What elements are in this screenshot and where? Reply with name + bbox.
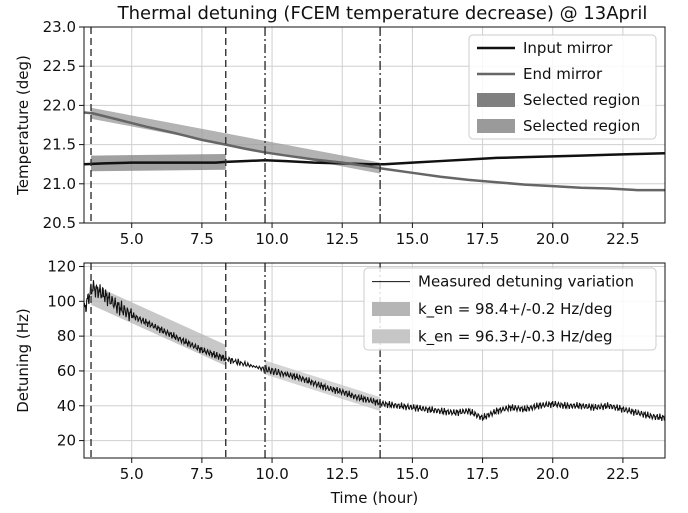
y-tick-label: 20.5 xyxy=(43,214,76,232)
x-tick-label: 20.0 xyxy=(536,230,569,248)
x-tick-label: 20.0 xyxy=(536,465,569,483)
y-tick-label: 20 xyxy=(57,432,76,450)
x-tick-label: 10.0 xyxy=(255,465,288,483)
series-line-0 xyxy=(84,280,665,422)
x-tick-label: 17.5 xyxy=(466,465,499,483)
y-axis-label: Temperature (deg) xyxy=(14,55,32,196)
x-tick-label: 15.0 xyxy=(396,465,429,483)
x-tick-label: 7.5 xyxy=(190,465,214,483)
x-tick-label: 12.5 xyxy=(326,230,359,248)
axes-frame xyxy=(83,26,666,224)
temperature-panel: 5.0 7.5 10.0 12.5 15.0 17.5 20.0 22.5 20.5 21.0 21… xyxy=(14,3,666,248)
y-tick-label: 23.0 xyxy=(43,18,76,36)
legend-label: End mirror xyxy=(523,65,603,83)
x-tick-label: 12.5 xyxy=(326,465,359,483)
y-axis-label: Detuning (Hz) xyxy=(14,308,32,413)
x-tick-label: 22.5 xyxy=(606,230,639,248)
plot-area xyxy=(84,107,665,192)
y-tick-label: 22.0 xyxy=(43,96,76,114)
x-axis-label: Time (hour) xyxy=(330,489,419,507)
plot-area xyxy=(84,280,665,422)
legend-swatch xyxy=(372,302,410,316)
axes-frame xyxy=(83,262,666,459)
x-tick-label: 17.5 xyxy=(466,230,499,248)
legend-label: Selected region xyxy=(523,117,640,135)
y-tick-label: 100 xyxy=(47,292,76,310)
legend-label: Selected region xyxy=(523,91,640,109)
x-tick-label: 22.5 xyxy=(606,465,639,483)
legend: Measured detuning variation k_en = 98.4+/… xyxy=(363,267,657,351)
band-1 xyxy=(91,283,226,366)
legend-label: k_en = 96.3+/-0.3 Hz/deg xyxy=(418,327,613,346)
series-line-1 xyxy=(84,111,665,192)
y-tick-label: 40 xyxy=(57,397,76,415)
legend-swatch xyxy=(477,93,515,107)
x-tick-label: 5.0 xyxy=(120,465,144,483)
y-tick-label: 22.5 xyxy=(43,57,76,75)
x-tick-label: 5.0 xyxy=(120,230,144,248)
legend-swatch xyxy=(477,119,515,133)
y-tick-label: 21.0 xyxy=(43,175,76,193)
x-tick-label: 7.5 xyxy=(190,230,214,248)
legend: Input mirror End mirror Selected region Sel… xyxy=(468,34,657,140)
y-tick-label: 120 xyxy=(47,257,76,275)
x-tick-label: 10.0 xyxy=(255,230,288,248)
legend-box xyxy=(468,34,657,140)
band-3 xyxy=(91,107,381,174)
legend-box xyxy=(363,267,657,351)
legend-label: Measured detuning variation xyxy=(418,273,634,291)
chart-title: Thermal detuning (FCEM temperature decre… xyxy=(117,3,648,24)
legend-label: k_en = 98.4+/-0.2 Hz/deg xyxy=(418,300,613,319)
legend-label: Input mirror xyxy=(523,39,613,57)
x-tick-label: 15.0 xyxy=(396,230,429,248)
detuning-panel: 5.0 7.5 10.0 12.5 15.0 17.5 20.0 22.5 20 40 60 80 10… xyxy=(14,257,666,507)
legend-swatch xyxy=(372,329,410,344)
y-tick-label: 60 xyxy=(57,362,76,380)
y-tick-label: 21.5 xyxy=(43,136,76,154)
y-tick-label: 80 xyxy=(57,327,76,345)
